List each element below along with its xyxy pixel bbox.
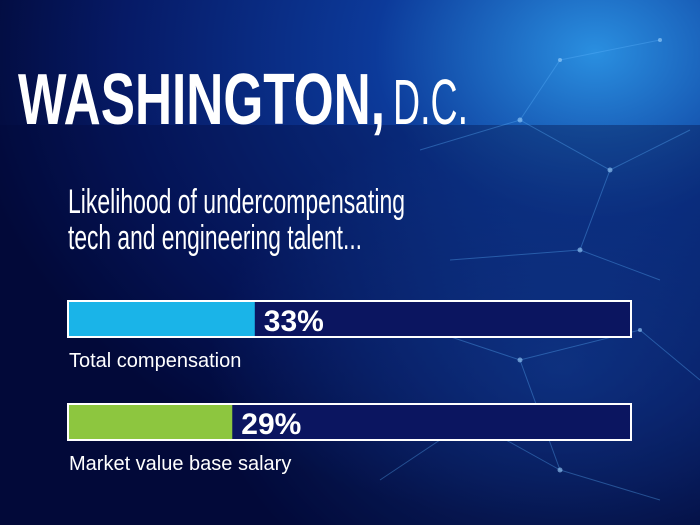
title-location: D.C. — [393, 66, 468, 138]
bar — [69, 405, 233, 439]
subtitle-line: tech and engineering talent... — [68, 219, 362, 257]
subtitle-line: Likelihood of undercompensating — [68, 183, 405, 221]
value-label: 33% — [264, 305, 324, 338]
category-label: Total compensation — [69, 350, 241, 372]
category-label: Market value base salary — [69, 453, 291, 475]
value-label: 29% — [241, 408, 301, 441]
bar — [69, 302, 255, 336]
title-main: WASHINGTON, — [18, 60, 385, 140]
